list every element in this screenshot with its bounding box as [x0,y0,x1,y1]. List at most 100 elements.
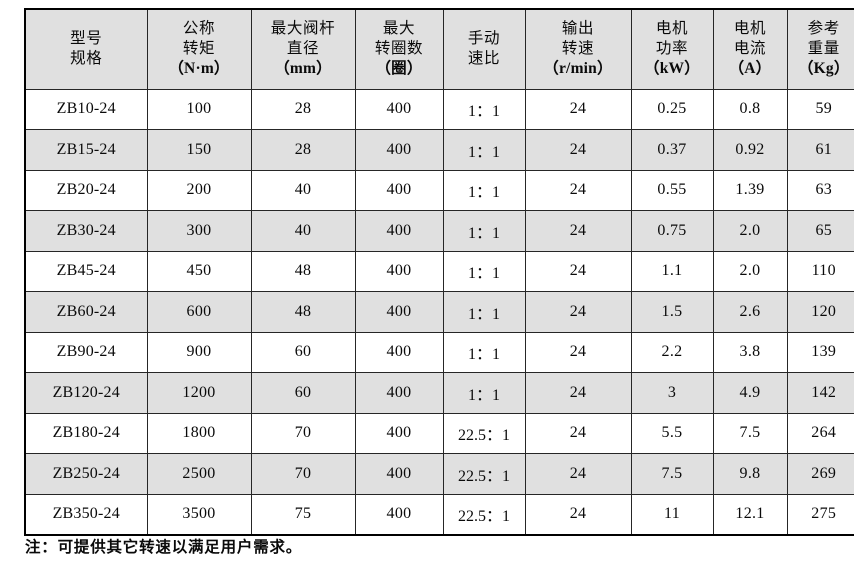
cell-stem: 48 [250,250,356,292]
table-row: ZB250-24 2500 70 400 22.5：1 24 7.5 9.8 269 [24,453,854,495]
column-header-manual-ratio-line1: 手动 [467,29,501,47]
column-header-manual-ratio: 手动 速比 [442,8,526,90]
cell-current: 2.0 [712,210,788,252]
column-header-reference-weight-line1: 参考 [807,19,840,37]
cell-power: 5.5 [630,412,714,454]
cell-power: 2.2 [630,331,714,373]
table-body: ZB10-24 100 28 400 1：1 24 0.25 0.8 59 ZB15-24 150 2… [24,88,854,535]
column-header-model-line2: 规格 [70,50,103,68]
cell-power: 0.25 [630,88,714,130]
cell-turns: 400 [354,88,444,130]
cell-torque: 900 [146,331,252,373]
cell-stem: 60 [250,331,356,373]
cell-speed: 24 [524,250,632,292]
cell-stem: 28 [250,88,356,130]
cell-weight: 264 [786,412,854,454]
cell-current: 7.5 [712,412,788,454]
specification-table: 型号 规格 公称 转矩 （N·m） 最大阀杆 [24,8,854,536]
cell-torque: 450 [146,250,252,292]
cell-weight: 65 [786,210,854,252]
column-header-model-line1: 型号 [70,29,103,47]
cell-torque: 1200 [146,372,252,414]
column-header-manual-ratio-line2: 速比 [467,50,501,68]
table-row: ZB10-24 100 28 400 1：1 24 0.25 0.8 59 [24,88,854,130]
cell-speed: 24 [524,372,632,414]
cell-model: ZB15-24 [24,129,148,171]
table-row: ZB15-24 150 28 400 1：1 24 0.37 0.92 61 [24,129,854,171]
column-header-max-turns-line2: 转圈数 [374,40,424,58]
cell-speed: 24 [524,412,632,454]
cell-model: ZB45-24 [24,250,148,292]
cell-ratio: 1：1 [442,210,526,252]
cell-weight: 63 [786,169,854,211]
cell-model: ZB60-24 [24,291,148,333]
cell-current: 9.8 [712,453,788,495]
cell-stem: 70 [250,453,356,495]
cell-power: 0.37 [630,129,714,171]
cell-turns: 400 [354,493,444,535]
header-row: 型号 规格 公称 转矩 （N·m） 最大阀杆 [24,8,854,90]
column-header-motor-current-line2: 电流 [733,40,767,58]
cell-weight: 275 [786,493,854,535]
cell-weight: 269 [786,453,854,495]
cell-stem: 48 [250,291,356,333]
table-row: ZB20-24 200 40 400 1：1 24 0.55 1.39 63 [24,169,854,211]
cell-torque: 2500 [146,453,252,495]
cell-turns: 400 [354,250,444,292]
cell-torque: 200 [146,169,252,211]
cell-stem: 40 [250,169,356,211]
cell-power: 3 [630,372,714,414]
cell-torque: 1800 [146,412,252,454]
cell-ratio: 22.5：1 [442,453,526,495]
column-header-stem-diameter-unit: （mm） [274,60,332,78]
table-row: ZB180-24 1800 70 400 22.5：1 24 5.5 7.5 264 [24,412,854,454]
cell-model: ZB90-24 [24,331,148,373]
cell-speed: 24 [524,129,632,171]
cell-weight: 142 [786,372,854,414]
cell-power: 0.75 [630,210,714,252]
cell-current: 0.92 [712,129,788,171]
cell-turns: 400 [354,453,444,495]
cell-current: 12.1 [712,493,788,535]
cell-stem: 75 [250,493,356,535]
column-header-output-speed-unit: （r/min） [543,60,613,78]
column-header-model: 型号 规格 [24,8,148,90]
column-header-max-turns-line1: 最大 [382,19,416,37]
footnote: 注：可提供其它转速以满足用户需求。 [25,538,303,556]
table-head: 型号 规格 公称 转矩 （N·m） 最大阀杆 [24,8,854,90]
cell-current: 3.8 [712,331,788,373]
cell-weight: 139 [786,331,854,373]
cell-current: 2.6 [712,291,788,333]
cell-stem: 60 [250,372,356,414]
cell-turns: 400 [354,291,444,333]
cell-speed: 24 [524,169,632,211]
cell-torque: 3500 [146,493,252,535]
column-header-output-speed: 输出 转速 （r/min） [524,8,632,90]
column-header-stem-diameter: 最大阀杆 直径 （mm） [250,8,356,90]
table-row: ZB120-24 1200 60 400 1：1 24 3 4.9 142 [24,372,854,414]
cell-torque: 150 [146,129,252,171]
column-header-reference-weight: 参考 重量 （Kg） [786,8,854,90]
table-row: ZB90-24 900 60 400 1：1 24 2.2 3.8 139 [24,331,854,373]
cell-model: ZB120-24 [24,372,148,414]
column-header-torque-unit: （N·m） [168,60,230,78]
cell-power: 1.5 [630,291,714,333]
cell-stem: 28 [250,129,356,171]
cell-ratio: 22.5：1 [442,412,526,454]
cell-ratio: 1：1 [442,250,526,292]
cell-current: 2.0 [712,250,788,292]
cell-ratio: 1：1 [442,169,526,211]
cell-turns: 400 [354,129,444,171]
spec-table-container: 型号 规格 公称 转矩 （N·m） 最大阀杆 [24,8,854,536]
cell-power: 7.5 [630,453,714,495]
cell-current: 1.39 [712,169,788,211]
cell-turns: 400 [354,372,444,414]
cell-weight: 59 [786,88,854,130]
column-header-torque-line1: 公称 [182,19,216,37]
column-header-stem-diameter-line1: 最大阀杆 [270,19,336,37]
table-row: ZB45-24 450 48 400 1：1 24 1.1 2.0 110 [24,250,854,292]
table-row: ZB60-24 600 48 400 1：1 24 1.5 2.6 120 [24,291,854,333]
column-header-torque: 公称 转矩 （N·m） [146,8,252,90]
cell-current: 0.8 [712,88,788,130]
